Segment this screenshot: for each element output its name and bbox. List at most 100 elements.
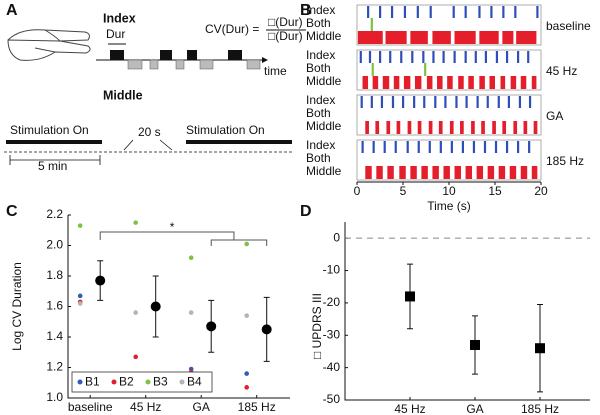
index-event xyxy=(417,141,420,153)
label: Stimulation On xyxy=(186,123,265,137)
middle-event xyxy=(357,31,383,44)
mean-marker xyxy=(405,291,415,302)
index-event xyxy=(490,6,493,18)
index-event xyxy=(383,141,386,153)
timeline xyxy=(4,139,294,165)
middle-event xyxy=(432,166,439,179)
x-tick-label: 10 xyxy=(442,184,456,198)
index-event xyxy=(359,51,362,63)
index-event xyxy=(368,51,372,63)
middle-event xyxy=(437,76,443,89)
raster-frame xyxy=(356,94,542,136)
x-tick-label: 45 Hz xyxy=(130,400,161,414)
mean xyxy=(261,324,272,335)
middle-event xyxy=(502,31,514,44)
index-event xyxy=(390,6,394,18)
middle-event xyxy=(428,121,433,134)
middle-event xyxy=(414,76,422,89)
middle-event xyxy=(454,31,476,44)
middle-event xyxy=(386,121,391,134)
legend-marker xyxy=(111,379,117,385)
x-tick-label: 20 xyxy=(534,184,548,198)
middle-event xyxy=(468,76,474,89)
index-event xyxy=(452,6,455,18)
point xyxy=(188,310,194,315)
y-axis-label: Log CV Duration xyxy=(10,262,24,351)
row-label: Both xyxy=(306,16,331,30)
x-tick-label: GA xyxy=(466,402,483,415)
index-event xyxy=(361,141,364,153)
index-event xyxy=(517,141,520,153)
middle-event xyxy=(510,76,517,89)
index-event xyxy=(389,51,392,63)
index-event xyxy=(379,6,382,18)
legend-label: B2 xyxy=(119,375,134,389)
middle-event xyxy=(479,76,485,89)
raster-frame xyxy=(356,139,542,181)
label: Index xyxy=(103,11,136,25)
index-event xyxy=(416,6,419,18)
middle-event xyxy=(407,121,412,134)
panel-label: D xyxy=(300,203,312,220)
y-tick-label: 1.6 xyxy=(46,299,63,313)
y-tick-label: -40 xyxy=(323,360,341,374)
middle-event xyxy=(372,76,379,89)
middle-event xyxy=(465,166,472,179)
index-event xyxy=(464,6,467,18)
hand xyxy=(7,29,91,61)
legend-label: B4 xyxy=(187,375,202,389)
significance-bracket xyxy=(99,231,268,246)
middle-event xyxy=(476,166,484,179)
index-event xyxy=(413,96,416,108)
index-event xyxy=(474,51,477,63)
middle-event xyxy=(365,121,369,134)
index-event xyxy=(428,141,431,153)
index-event xyxy=(507,96,510,108)
index-event xyxy=(476,96,479,108)
middle-event xyxy=(513,121,518,134)
middle-event xyxy=(492,121,496,134)
index-event xyxy=(528,141,531,153)
middle-event xyxy=(399,166,406,179)
both-event xyxy=(371,63,374,76)
index-event xyxy=(444,96,447,108)
index-event xyxy=(400,51,403,63)
point xyxy=(77,293,83,299)
index-event xyxy=(379,51,382,63)
label: Dur xyxy=(106,27,125,41)
formula: □(Dur) xyxy=(268,29,303,43)
y-tick-label: 1.2 xyxy=(46,360,63,374)
middle-event xyxy=(426,76,433,89)
index-event xyxy=(478,6,481,18)
index-event xyxy=(528,96,532,108)
index-event xyxy=(505,141,509,153)
middle-event xyxy=(454,166,461,179)
raster-frame xyxy=(356,49,542,91)
middle-event xyxy=(520,166,528,179)
condition-label: baseline xyxy=(546,19,591,33)
row-label: Index xyxy=(306,3,335,17)
axes xyxy=(67,215,290,399)
middle-event xyxy=(531,166,538,179)
middle-event xyxy=(500,76,506,89)
middle-event xyxy=(387,166,394,179)
middle-event xyxy=(531,76,537,89)
significance: * xyxy=(170,220,175,234)
index-event xyxy=(465,96,468,108)
y-tick-label: 2.0 xyxy=(46,238,63,252)
raster-frame xyxy=(356,4,542,46)
middle-event xyxy=(471,121,475,134)
row-label: Both xyxy=(306,61,331,75)
x-tick-label: GA xyxy=(193,400,210,414)
axes xyxy=(344,222,590,401)
middle-event xyxy=(396,121,401,134)
middle-event xyxy=(449,121,454,134)
index-event xyxy=(464,51,467,63)
middle-event xyxy=(375,121,380,134)
row-label: Both xyxy=(306,151,331,165)
index-event xyxy=(483,141,487,153)
index-event xyxy=(367,6,370,18)
row-label: Both xyxy=(306,106,331,120)
legend-marker xyxy=(145,379,151,385)
index-event xyxy=(517,51,520,63)
